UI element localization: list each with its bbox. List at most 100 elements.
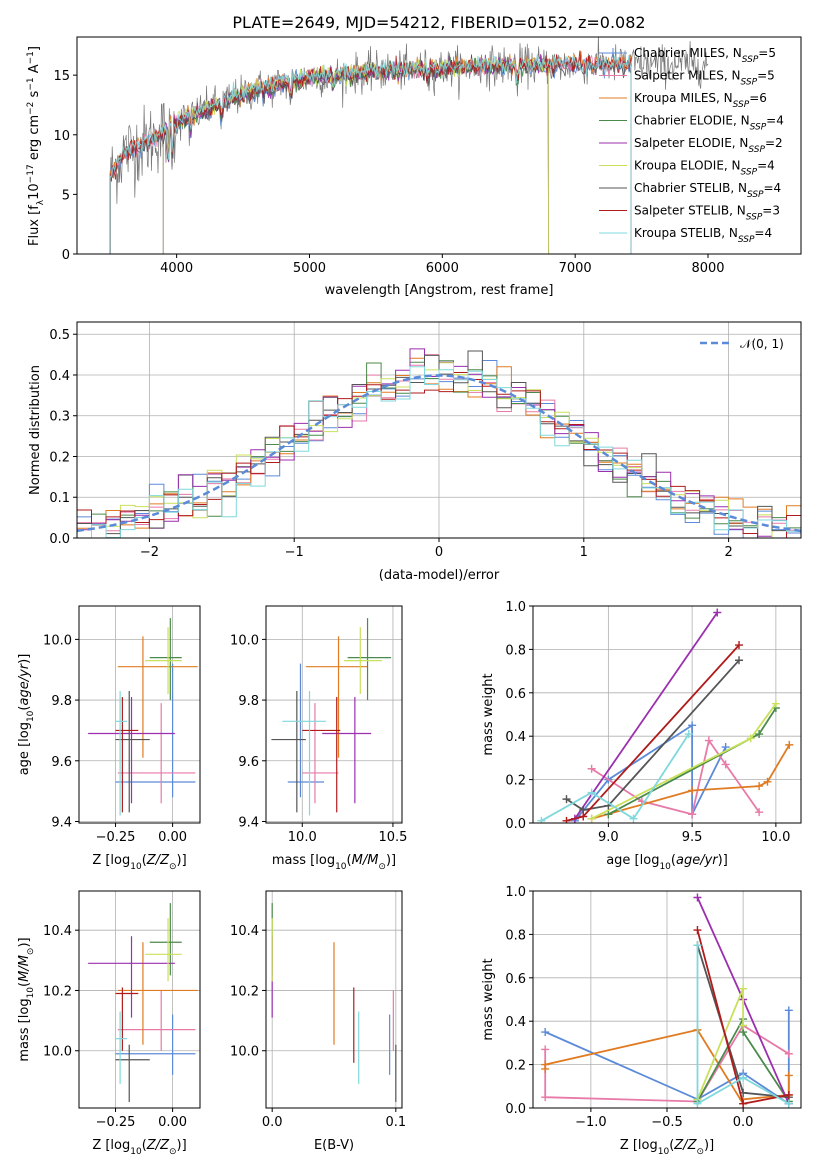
- legend-label-normal: 𝒩(0, 1): [740, 337, 784, 351]
- y-tick-label: 0.6: [505, 972, 526, 987]
- plot-area-mass_Z: [79, 891, 200, 1108]
- x-tick-label: 8000: [691, 261, 724, 276]
- mass-weight-point: [784, 1071, 793, 1080]
- mass-weight-line-k_stelib: [540, 733, 690, 822]
- axes-spectrum: 4000 5000 6000 7000 8000 0 5 10 15: [53, 36, 802, 276]
- y-tick-label: 10.0: [230, 1045, 259, 1060]
- y-tick-label: 9.4: [51, 815, 72, 830]
- y-tick-label: 0.3: [49, 410, 70, 425]
- y-tick-label: 10.4: [230, 924, 259, 939]
- y-axis-label: mass weight: [481, 958, 496, 1040]
- x-tick-label: −1.0: [575, 1115, 607, 1130]
- x-tick-label: 0.0: [262, 1115, 283, 1130]
- mass-weight-point: [587, 788, 596, 797]
- plot-area-mw_age: [533, 606, 801, 823]
- y-axis-label: mass weight: [481, 673, 496, 755]
- plot-area-mw_Z: [533, 891, 801, 1108]
- y-tick-label: 9.8: [238, 694, 259, 709]
- mass-weight-point: [763, 777, 772, 786]
- mass-weight-point: [721, 743, 730, 752]
- legend-label: Chabrier ELODIE, NSSP=4: [634, 114, 784, 133]
- plot-area-hist: [77, 322, 801, 538]
- mass-weight-point: [784, 1006, 793, 1015]
- model-spectrum-s_miles: [109, 54, 632, 254]
- y-tick-label: 10.0: [230, 633, 259, 648]
- mass-weight-point: [541, 1093, 550, 1102]
- mass-weight-point: [784, 1099, 793, 1108]
- mass-weight-point: [755, 730, 764, 739]
- normal-curve: [77, 374, 801, 533]
- mass-weight-point: [784, 1090, 793, 1099]
- mass-weight-point: [746, 734, 755, 743]
- chart-title: PLATE=2649, MJD=54212, FIBERID=0152, z=0…: [232, 13, 645, 32]
- x-tick-label: 10.5: [378, 830, 407, 845]
- x-tick-label: −2: [140, 545, 159, 560]
- model-spectrum-k_stelib: [109, 53, 632, 254]
- mass-weight-point: [562, 816, 571, 823]
- y-tick-label: 0: [62, 248, 70, 263]
- x-tick-label: 7000: [559, 261, 592, 276]
- y-tick-label: 9.4: [238, 815, 259, 830]
- mass-weight-point: [704, 736, 713, 745]
- x-axis-label: mass [log10(M/M⊙)]: [272, 853, 396, 872]
- x-tick-label: 1: [580, 545, 588, 560]
- mass-weight-point: [629, 814, 638, 823]
- mass-weight-point: [688, 786, 697, 795]
- legend-spectrum: Chabrier MILES, NSSP=5 Salpeter MILES, NS…: [599, 46, 784, 245]
- x-axis-label: Z [log10(Z/Z⊙)]: [92, 853, 186, 872]
- x-tick-label: 0: [435, 545, 443, 560]
- y-axis-label: age [log10(age/yr)]: [17, 654, 36, 776]
- axes-mw_Z: −1.0 −0.5 0.0 0.0 0.2 0.4 0.6 0.8 1.0: [505, 885, 802, 1130]
- y-tick-label: 0.0: [49, 532, 70, 547]
- legend-label: Salpeter STELIB, NSSP=3: [634, 204, 780, 223]
- mass-weight-point: [587, 814, 596, 823]
- legend-label: Kroupa ELODIE, NSSP=4: [634, 159, 775, 178]
- x-tick-label: −0.5: [651, 1115, 683, 1130]
- mass-weight-point: [684, 730, 693, 739]
- mass-weight-line-k_stelib: [696, 945, 790, 1106]
- model-spectrum-c_stelib: [109, 55, 632, 254]
- mass-weight-point: [579, 812, 588, 821]
- axes-mass_Z: −0.25 0.00 10.0 10.2 10.4: [43, 890, 201, 1130]
- mass-weight-line-c_stelib: [566, 659, 740, 811]
- y-tick-label: 0.1: [49, 491, 70, 506]
- axes-age_mass: 10.0 10.5 9.4 9.6 9.8 10.0: [230, 605, 407, 845]
- y-tick-label: 1.0: [505, 600, 526, 615]
- y-axis-label: Flux [fλ10−17 erg cm−2 s−1 A−1]: [26, 46, 46, 246]
- plot-area-spectrum: [109, 37, 709, 254]
- y-tick-label: 0.2: [505, 1059, 526, 1074]
- model-spectrum-c_elodie: [162, 57, 550, 254]
- axes-mw_age: 9.0 9.5 10.0 0.0 0.2 0.4 0.6 0.8 1.0: [505, 600, 802, 845]
- x-tick-label: −1: [285, 545, 304, 560]
- y-tick-label: 9.6: [51, 755, 72, 770]
- plot-area-mass_ebv: [266, 891, 402, 1108]
- mass-weight-point: [693, 893, 702, 902]
- y-axis-label: mass [log10(M/M⊙)]: [17, 937, 36, 1061]
- mass-weight-point: [693, 1099, 702, 1108]
- y-tick-label: 0.8: [505, 643, 526, 658]
- y-tick-label: 15: [53, 69, 70, 84]
- x-axis-label: wavelength [Angstrom, rest frame]: [325, 283, 554, 298]
- axes-mass_ebv: 0.0 0.1 10.0 10.2 10.4: [230, 890, 406, 1130]
- legend-label: Chabrier STELIB, NSSP=4: [634, 181, 781, 200]
- x-tick-label: 0.00: [158, 1115, 187, 1130]
- frame-mass_ebv: [265, 890, 403, 1109]
- frame-mw_age: [532, 605, 802, 824]
- mass-weight-point: [784, 1049, 793, 1058]
- legend-label: Salpeter ELODIE, NSSP=2: [634, 136, 783, 155]
- mass-weight-point: [739, 1073, 748, 1082]
- y-tick-label: 10.2: [43, 984, 72, 999]
- axes-age_Z: −0.25 0.00 9.4 9.6 9.8 10.0: [43, 605, 201, 845]
- mass-weight-point: [587, 764, 596, 773]
- y-tick-label: 0.2: [49, 450, 70, 465]
- y-tick-label: 10.0: [43, 1045, 72, 1060]
- plot-area-age_Z: [79, 606, 200, 823]
- mass-weight-point: [562, 795, 571, 804]
- frame-spectrum: [76, 36, 802, 255]
- y-tick-label: 0.6: [505, 687, 526, 702]
- y-tick-label: 0.4: [49, 369, 70, 384]
- x-tick-label: 0.00: [158, 830, 187, 845]
- mass-weight-point: [541, 1045, 550, 1054]
- y-tick-label: 0.2: [505, 774, 526, 789]
